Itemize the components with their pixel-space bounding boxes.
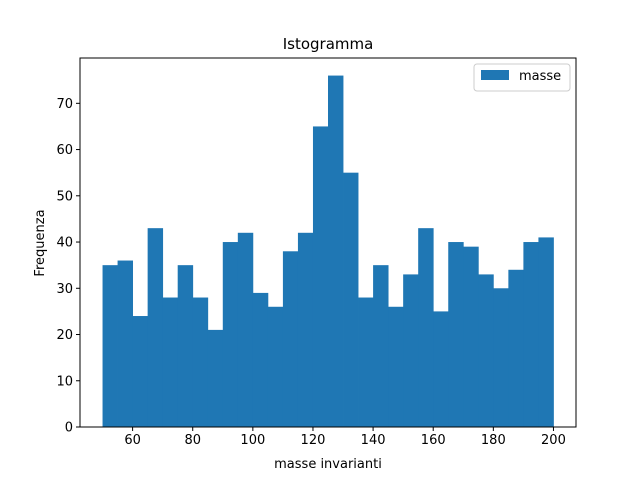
- histogram-bar: [102, 265, 118, 427]
- y-tick-label: 40: [56, 236, 73, 251]
- x-tick-label: 120: [301, 433, 326, 448]
- histogram-bar: [373, 265, 389, 427]
- y-tick-label: 10: [56, 374, 73, 389]
- x-axis-ticks: 60 80 100 120 140 160 180 200: [124, 427, 566, 448]
- histogram-bar: [207, 329, 224, 427]
- x-axis-label: masse invarianti: [274, 457, 382, 472]
- histogram-bar: [463, 246, 479, 427]
- legend-swatch: [481, 70, 509, 80]
- x-tick-label: 180: [481, 433, 506, 448]
- histogram-bar: [493, 288, 509, 427]
- histogram-bar: [328, 75, 344, 428]
- histogram-bar: [508, 269, 524, 427]
- y-tick-label: 20: [56, 328, 73, 343]
- legend-label: masse: [519, 69, 561, 84]
- histogram-bar: [523, 242, 539, 427]
- x-tick-label: 160: [421, 433, 446, 448]
- x-tick-label: 60: [124, 433, 141, 448]
- y-axis-label: Frequenza: [33, 209, 48, 276]
- histogram-bar: [267, 306, 284, 427]
- bars-group: [102, 75, 554, 428]
- x-tick-label: 80: [184, 433, 201, 448]
- legend: masse: [473, 63, 571, 92]
- y-tick-label: 50: [56, 189, 73, 204]
- x-tick-label: 200: [541, 433, 566, 448]
- histogram-bar: [478, 274, 494, 427]
- histogram-bar: [252, 292, 269, 427]
- histogram-bar: [312, 126, 329, 427]
- x-tick-label: 100: [240, 433, 265, 448]
- y-tick-label: 30: [56, 282, 73, 297]
- y-tick-label: 70: [56, 97, 73, 112]
- y-tick-label: 0: [65, 421, 73, 436]
- histogram-bar: [403, 274, 419, 427]
- histogram-bar: [117, 260, 134, 427]
- histogram-bar: [282, 251, 299, 427]
- histogram-bar: [222, 242, 239, 427]
- histogram-bar: [132, 316, 149, 427]
- histogram-bar: [343, 172, 359, 427]
- histogram-bar: [237, 232, 254, 427]
- histogram-bar: [358, 297, 374, 427]
- histogram-bar: [433, 311, 449, 427]
- histogram-bar: [147, 228, 164, 427]
- histogram-bar: [418, 228, 434, 427]
- y-axis-ticks: 0 10 20 30 40 50 60 70: [56, 97, 80, 436]
- histogram-bar: [388, 306, 404, 427]
- histogram-bar: [297, 232, 314, 427]
- histogram-bar: [538, 237, 554, 427]
- y-tick-label: 60: [56, 143, 73, 158]
- histogram-bar: [177, 265, 194, 427]
- chart-title: Istogramma: [283, 35, 374, 53]
- histogram-bar: [192, 297, 209, 427]
- histogram-bar: [162, 297, 179, 427]
- histogram-bar: [448, 242, 464, 427]
- x-tick-label: 140: [361, 433, 386, 448]
